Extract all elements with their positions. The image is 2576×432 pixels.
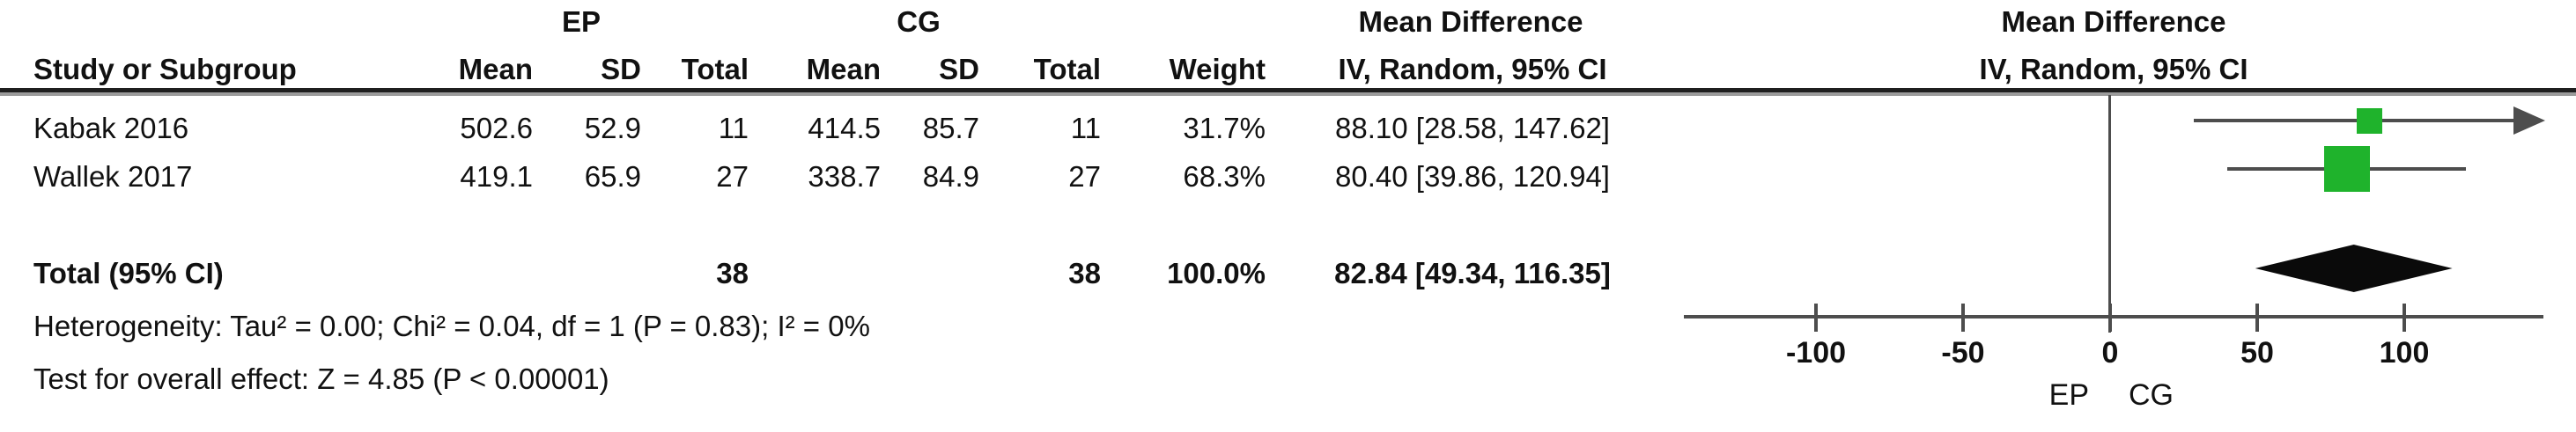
total-label: Total (95% CI) [33,257,224,289]
plot-header-ci: IV, Random, 95% CI [1979,53,2248,85]
header-rule-gray [0,92,2576,96]
column-header-mean-difference: Mean Difference [1358,5,1583,38]
column-header-ep-total: Total [681,53,749,85]
tick-label: 50 [2240,336,2274,370]
ep-mean-value: 502.6 [460,112,533,144]
tick-label: -50 [1941,336,1985,370]
weight-value: 68.3% [1183,160,1266,193]
axis-line [1684,315,2543,319]
study-weight-square [2356,107,2382,134]
column-header-study: Study or Subgroup [33,53,297,85]
zero-line [2108,95,2111,333]
ci-overflow-arrow-right-icon [2513,106,2545,135]
ep-total-value: 11 [718,112,749,144]
column-header-ep-mean: Mean [458,53,533,85]
ci-text: 88.10 [28.58, 147.62] [1335,112,1610,144]
ep-total-value: 27 [716,160,749,193]
cg-mean-value: 414.5 [808,112,881,144]
overall-effect-text: Test for overall effect: Z = 4.85 (P < 0… [33,362,609,395]
ep-sd-value: 65.9 [584,160,641,193]
total-weight: 100.0% [1167,257,1266,289]
cg-total-value: 11 [1070,112,1101,144]
tick-mark [1961,304,1965,332]
weight-value: 31.7% [1183,112,1266,144]
cg-total-value: 27 [1068,160,1101,193]
column-header-cg-mean: Mean [806,53,881,85]
study-ci-line [2194,119,2517,122]
tick-mark [2403,304,2406,332]
column-header-cg-total: Total [1033,53,1101,85]
tick-mark [2108,304,2112,332]
column-header-weight: Weight [1169,53,1266,85]
heterogeneity-text: Heterogeneity: Tau² = 0.00; Chi² = 0.04,… [33,310,870,342]
tick-label: 100 [2379,336,2430,370]
plot-header-mean-difference: Mean Difference [2001,5,2226,38]
favours-left-label: EP [2048,378,2089,412]
column-header-ci: IV, Random, 95% CI [1338,53,1607,85]
study-weight-square [2323,146,2370,192]
ci-text: 80.40 [39.86, 120.94] [1335,160,1610,193]
ep-sd-value: 52.9 [584,112,641,144]
tick-mark [1814,304,1818,332]
study-name: Wallek 2017 [33,160,193,193]
column-header-ep-sd: SD [601,53,641,85]
cg-sd-value: 84.9 [922,160,979,193]
tick-label: -100 [1785,336,1847,370]
group-header-ep: EP [561,5,602,38]
tick-mark [2255,304,2259,332]
column-header-cg-sd: SD [939,53,979,85]
total-ep-total: 38 [716,257,749,289]
tick-label: 0 [2101,336,2119,370]
header-rule-dark [0,88,2576,92]
cg-mean-value: 338.7 [808,160,881,193]
cg-sd-value: 85.7 [922,112,979,144]
summary-diamond [2255,245,2453,292]
ep-mean-value: 419.1 [460,160,533,193]
group-header-cg: CG [897,5,941,38]
total-ci-text: 82.84 [49.34, 116.35] [1334,257,1611,289]
total-cg-total: 38 [1068,257,1101,289]
favours-right-label: CG [2129,378,2174,412]
study-name: Kabak 2016 [33,112,189,144]
